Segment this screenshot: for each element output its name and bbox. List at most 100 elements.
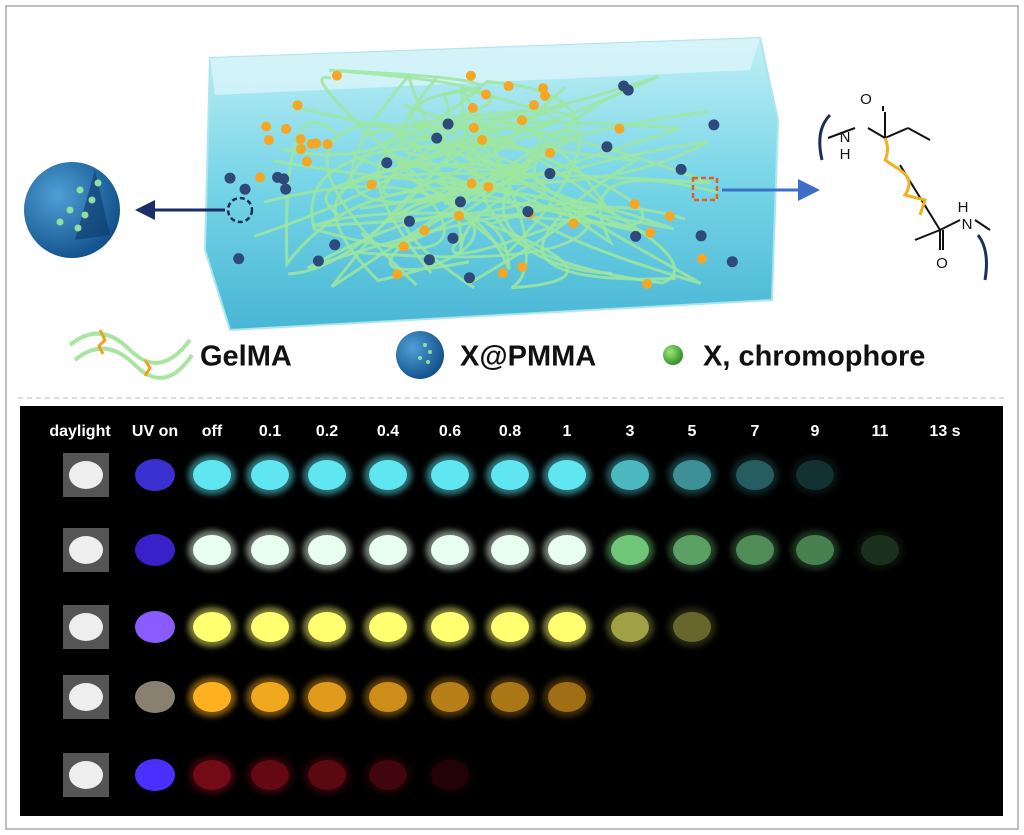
sample (369, 682, 407, 712)
glow (791, 455, 839, 495)
uv-sample (135, 681, 175, 713)
polymer-chain (350, 72, 576, 204)
crosslink (306, 138, 317, 149)
sample (491, 460, 529, 490)
sample (431, 612, 469, 642)
polymer-chain (285, 120, 599, 269)
daylight-sample (69, 536, 103, 564)
glow (303, 755, 351, 795)
legend: GelMA X@PMMA X, chromophore (68, 329, 925, 380)
sample (491, 535, 529, 565)
uv-sample (135, 611, 175, 643)
crosslink (296, 144, 307, 155)
daylight-sample (69, 461, 103, 489)
particle (272, 171, 284, 183)
particle (224, 172, 236, 184)
sample (673, 535, 711, 565)
sample-grid: daylight UV on off 0.1 0.2 0.4 0.6 0.8 1 3 5 7 9 11 13… (49, 423, 961, 797)
polymer-chain (376, 137, 647, 274)
crosslink (466, 178, 477, 189)
atom-label: H (840, 146, 851, 163)
uv-sample (135, 459, 175, 491)
column-header: 7 (751, 423, 760, 440)
glow (791, 530, 839, 570)
legend-label: X@PMMA (460, 341, 596, 373)
column-header: 9 (811, 423, 820, 440)
daylight-sample (69, 613, 103, 641)
particle (233, 253, 245, 265)
sample (193, 612, 231, 642)
sample (548, 535, 586, 565)
column-header: 13 s (929, 423, 960, 440)
sample (861, 535, 899, 565)
glow (668, 607, 716, 647)
atom-label: O (936, 255, 948, 272)
particle (381, 157, 393, 169)
crosslink (642, 278, 653, 289)
uv-sample (135, 534, 175, 566)
particle (463, 272, 475, 284)
crosslink (392, 269, 403, 280)
polymer-chain (312, 103, 645, 228)
sample (611, 460, 649, 490)
column-header: off (202, 423, 223, 440)
sample (611, 535, 649, 565)
crosslink (453, 210, 464, 221)
sample (611, 612, 649, 642)
sample (193, 535, 231, 565)
sample (736, 535, 774, 565)
crosslink (483, 181, 494, 192)
sample (193, 760, 231, 790)
crosslink (538, 83, 549, 94)
sample (548, 460, 586, 490)
sample (673, 612, 711, 642)
column-header: 11 (872, 423, 889, 440)
column-header: 3 (626, 423, 635, 440)
crosslink (331, 70, 342, 81)
sample (193, 682, 231, 712)
polymer-chain (290, 104, 578, 247)
sample (431, 760, 469, 790)
particle (312, 255, 324, 267)
glow (731, 455, 779, 495)
particle (431, 132, 443, 144)
crosslink (366, 179, 377, 190)
crosslink (696, 253, 707, 264)
column-header: 5 (688, 423, 697, 440)
sample (251, 682, 289, 712)
crosslink (614, 123, 625, 134)
particle (442, 118, 454, 130)
atom-label: O (860, 91, 872, 108)
crosslink (301, 156, 312, 167)
polymer-chain (325, 87, 612, 287)
legend-label: X, chromophore (703, 341, 925, 373)
sample (491, 612, 529, 642)
column-header: UV on (132, 423, 178, 440)
particle (329, 239, 341, 251)
sample (251, 460, 289, 490)
particle (280, 183, 292, 195)
particle (522, 206, 534, 218)
particle (726, 256, 738, 268)
column-header: 0.1 (259, 423, 281, 440)
sample (308, 682, 346, 712)
crosslink (281, 123, 292, 134)
sample (369, 612, 407, 642)
crosslink (255, 172, 266, 183)
sample (193, 460, 231, 490)
glow (856, 530, 904, 570)
particle (708, 119, 720, 131)
crosslink (645, 227, 656, 238)
sample (308, 612, 346, 642)
crosslink (540, 90, 551, 101)
sample (369, 460, 407, 490)
hydrogel-illustration: O N H H N O (24, 36, 991, 332)
sample (736, 460, 774, 490)
sample (308, 760, 346, 790)
crosslink (629, 198, 640, 209)
crosslink (481, 89, 492, 100)
particle (544, 168, 556, 180)
sample (491, 682, 529, 712)
sample (431, 682, 469, 712)
